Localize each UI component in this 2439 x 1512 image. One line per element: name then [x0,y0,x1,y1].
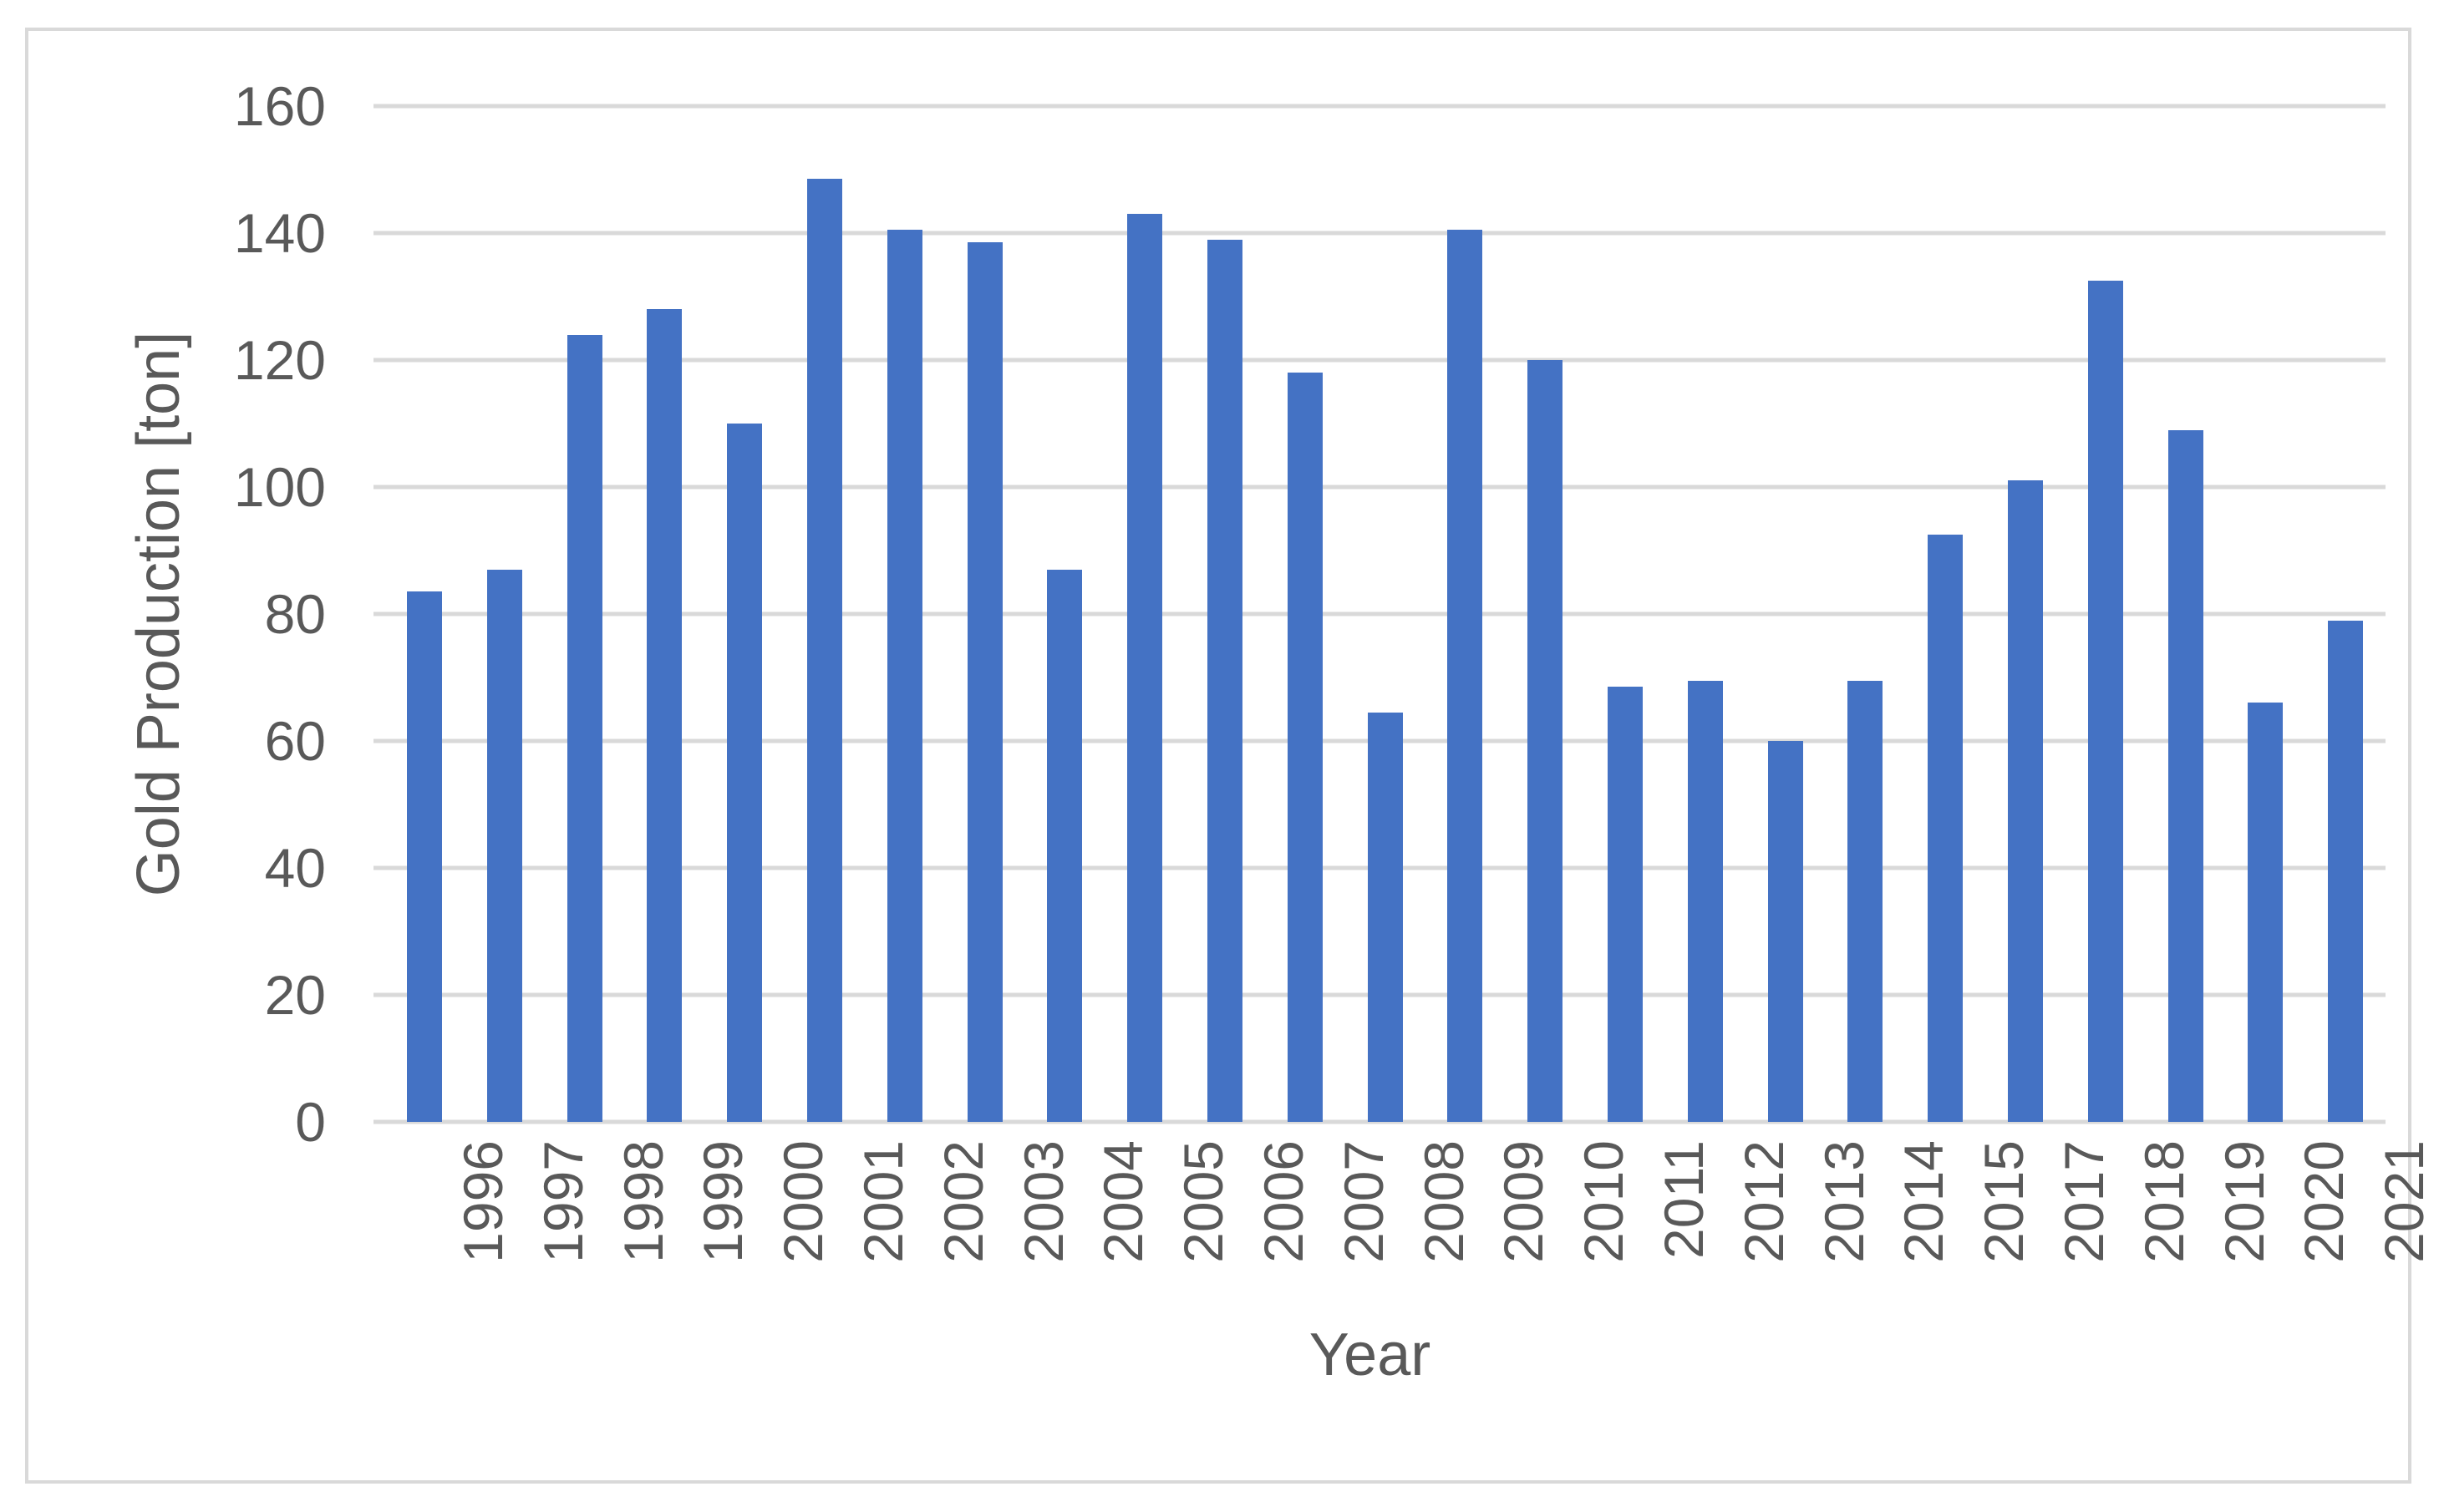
x-tick-label-1996: 1996 [451,1140,514,1263]
y-tick-label-100: 100 [233,456,326,518]
y-tick-mark-40 [373,865,395,870]
y-tick-label-140: 140 [233,202,326,264]
x-tick-label-2006: 2006 [1252,1140,1314,1263]
y-tick-mark-160 [373,104,395,109]
x-tick-label-2001: 2001 [851,1140,914,1263]
y-tick-label-160: 160 [233,75,326,137]
x-tick-label-2017: 2017 [2052,1140,2115,1263]
gridline-100 [384,485,2386,490]
gridline-160 [384,104,2386,109]
bar-2021 [2328,620,2364,1122]
bar-2008 [1367,712,1403,1122]
x-tick-label-2008: 2008 [1412,1140,1475,1263]
y-tick-label-60: 60 [264,710,326,772]
x-tick-label-2000: 2000 [772,1140,835,1263]
y-tick-mark-80 [373,611,395,616]
gridline-140 [384,231,2386,236]
y-tick-label-0: 0 [295,1091,326,1153]
y-tick-mark-0 [373,1119,395,1124]
y-tick-mark-60 [373,738,395,743]
x-tick-label-2012: 2012 [1732,1140,1795,1263]
bar-2007 [1287,373,1323,1122]
bar-1998 [567,334,602,1122]
x-axis-line [384,1119,2386,1124]
bar-2020 [2248,703,2284,1122]
bar-2017 [2007,480,2043,1122]
gridline-80 [384,611,2386,616]
gridline-120 [384,358,2386,363]
bar-1999 [647,309,683,1122]
x-tick-label-2005: 2005 [1172,1140,1235,1263]
bar-2018 [2087,281,2123,1122]
x-tick-label-2020: 2020 [2293,1140,2355,1263]
bar-2015 [1928,535,1964,1122]
y-tick-label-40: 40 [264,837,326,899]
x-tick-label-2009: 2009 [1492,1140,1555,1263]
bar-2006 [1207,239,1242,1122]
x-tick-label-1997: 1997 [531,1140,594,1263]
bar-2019 [2167,429,2203,1122]
x-tick-label-2021: 2021 [2373,1140,2436,1263]
bar-2003 [967,242,1003,1122]
bar-2011 [1607,687,1643,1122]
bar-2013 [1767,741,1803,1122]
bar-1997 [486,569,522,1122]
bar-2009 [1447,230,1483,1122]
bar-2002 [887,230,922,1122]
y-tick-label-80: 80 [264,583,326,645]
x-tick-label-2007: 2007 [1332,1140,1395,1263]
y-tick-mark-20 [373,992,395,997]
y-tick-mark-120 [373,358,395,363]
y-tick-label-120: 120 [233,329,326,391]
y-axis-title-text: Gold Production [ton] [125,331,192,897]
bar-2005 [1127,214,1163,1122]
bar-2000 [727,424,763,1122]
x-tick-label-2015: 2015 [1973,1140,2035,1263]
x-tick-label-2018: 2018 [2132,1140,2195,1263]
x-tick-label-2010: 2010 [1573,1140,1635,1263]
x-tick-label-2011: 2011 [1652,1140,1715,1259]
x-tick-label-2014: 2014 [1893,1140,1955,1263]
x-tick-label-2013: 2013 [1812,1140,1875,1263]
x-tick-label-2004: 2004 [1092,1140,1155,1263]
plot-area: 0 20 40 60 80 100 120 140 160 1996 1997 1998 1999 20… [234,75,2435,1263]
bar-2001 [806,179,842,1122]
x-tick-label-2019: 2019 [2213,1140,2275,1263]
bar-2004 [1047,569,1083,1122]
y-tick-mark-140 [373,231,395,236]
bar-2012 [1687,680,1723,1122]
bar-1996 [406,591,442,1122]
x-tick-label-1999: 1999 [692,1140,755,1263]
x-tick-label-2002: 2002 [932,1140,994,1263]
bar-2010 [1527,360,1563,1122]
x-axis-title-text: Year [1308,1322,1431,1388]
y-tick-label-20: 20 [264,964,326,1026]
y-tick-mark-100 [373,485,395,490]
x-tick-label-2003: 2003 [1012,1140,1075,1263]
x-tick-label-1998: 1998 [612,1140,674,1263]
bar-2014 [1847,680,1883,1122]
chart-border [25,28,2411,1484]
